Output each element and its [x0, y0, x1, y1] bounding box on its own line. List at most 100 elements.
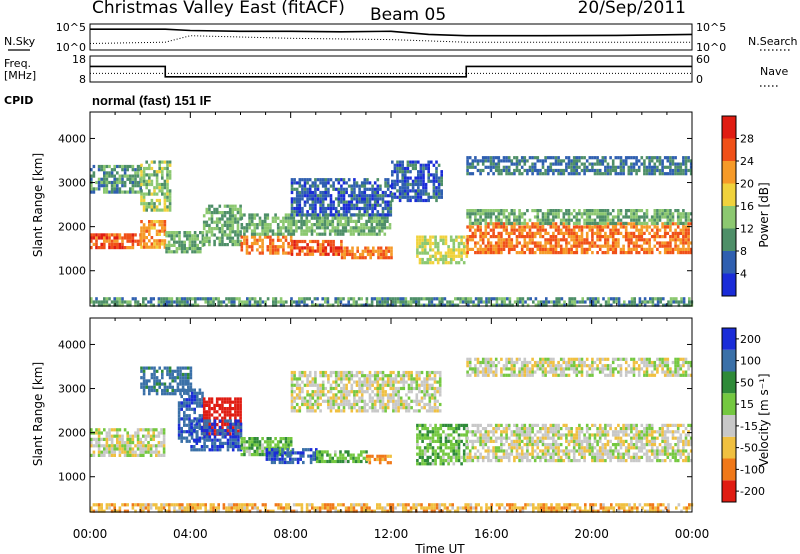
data-cell	[253, 443, 257, 447]
data-cell	[575, 225, 579, 229]
data-cell	[516, 303, 519, 307]
data-cell	[423, 241, 427, 246]
data-cell	[371, 187, 374, 191]
data-cell	[139, 447, 142, 451]
data-cell	[462, 241, 466, 246]
data-cell	[347, 450, 350, 454]
data-cell	[340, 252, 344, 257]
freq-line-0	[90, 65, 692, 78]
data-cell	[129, 441, 132, 445]
data-cell	[562, 168, 566, 173]
data-cell	[289, 460, 292, 465]
data-cell	[391, 170, 394, 174]
data-cell	[306, 252, 309, 256]
data-cell	[234, 425, 238, 429]
data-cell	[327, 181, 330, 185]
data-cell	[615, 300, 618, 304]
data-cell	[361, 252, 365, 257]
data-cell	[562, 212, 566, 216]
data-cell	[131, 187, 135, 191]
data-cell	[319, 246, 322, 250]
data-cell	[684, 218, 688, 222]
data-cell	[284, 440, 288, 444]
data-cell	[487, 231, 490, 235]
data-cell	[263, 213, 267, 217]
data-cell	[142, 447, 145, 451]
data-cell	[511, 303, 514, 307]
data-cell	[371, 197, 374, 201]
data-cell	[180, 436, 183, 440]
data-cell	[381, 197, 385, 201]
data-cell	[237, 438, 240, 442]
data-cell	[161, 239, 164, 243]
data-cell	[140, 376, 143, 380]
data-cell	[136, 300, 140, 304]
data-cell	[444, 423, 448, 427]
data-cell	[123, 184, 127, 188]
data-cell	[432, 163, 436, 167]
data-cell	[585, 159, 589, 163]
data-cell	[352, 303, 356, 307]
data-cell	[523, 225, 527, 229]
data-cell	[575, 218, 579, 222]
data-cell	[409, 198, 412, 203]
data-cell	[274, 213, 277, 217]
data-cell	[546, 156, 550, 160]
data-cell	[682, 247, 685, 251]
data-cell	[436, 455, 440, 459]
data-cell	[153, 220, 156, 224]
data-cell	[113, 184, 116, 188]
data-cell	[559, 209, 563, 213]
data-cell	[279, 226, 283, 230]
data-cell	[404, 176, 407, 180]
data-cell	[315, 456, 319, 460]
data-cell	[401, 176, 404, 180]
data-cell	[401, 186, 404, 190]
data-cell	[318, 226, 322, 230]
data-cell	[239, 413, 242, 417]
data-cell	[421, 238, 424, 242]
data-cell	[174, 376, 177, 380]
data-cell	[163, 192, 167, 196]
data-cell	[261, 300, 265, 304]
data-cell	[140, 245, 143, 249]
data-cell	[311, 300, 314, 304]
data-cell	[619, 162, 623, 166]
data-cell	[110, 242, 114, 246]
data-cell	[597, 297, 600, 301]
data-cell	[494, 452, 498, 456]
data-cell	[431, 439, 435, 443]
data-cell	[311, 203, 315, 207]
data-cell	[142, 202, 146, 206]
data-cell	[465, 423, 469, 427]
data-cell	[562, 222, 566, 226]
data-cell	[606, 247, 610, 251]
data-cell	[158, 186, 161, 190]
data-cell	[248, 440, 251, 444]
data-cell	[142, 382, 146, 386]
data-cell	[303, 190, 307, 195]
data-cell	[129, 444, 132, 448]
data-cell	[136, 453, 140, 457]
data-cell	[97, 180, 101, 185]
data-cell	[150, 198, 154, 203]
data-cell	[162, 297, 166, 301]
data-cell	[386, 194, 390, 198]
data-cell	[177, 410, 181, 415]
data-cell	[562, 231, 566, 235]
data-cell	[346, 252, 349, 257]
data-cell	[266, 245, 270, 249]
data-cell	[290, 252, 294, 256]
data-cell	[643, 297, 647, 301]
data-cell	[332, 239, 335, 244]
data-cell	[353, 190, 356, 195]
data-cell	[250, 437, 254, 441]
data-cell	[597, 300, 600, 304]
data-cell	[645, 251, 649, 255]
data-cell	[324, 178, 328, 182]
data-cell	[342, 200, 346, 204]
data-cell	[637, 159, 641, 163]
data-cell	[97, 437, 101, 441]
data-cell	[123, 236, 127, 240]
data-cell	[439, 254, 443, 258]
